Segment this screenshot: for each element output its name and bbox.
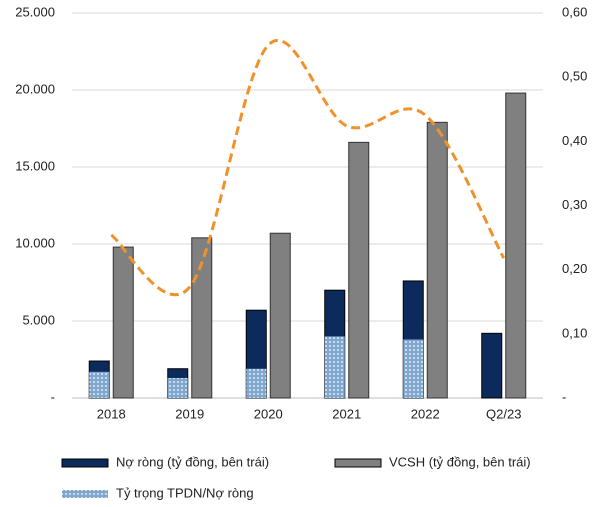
y-tick-label: 15.000 [15, 158, 55, 173]
bar [348, 141, 370, 399]
y2-tick-label: 0,30 [562, 197, 587, 212]
line [110, 39, 506, 297]
bar [505, 92, 527, 399]
bar [324, 336, 345, 398]
y-tick-label: 25.000 [15, 4, 55, 19]
x-tick-label: 2021 [332, 406, 361, 421]
y2-tick-label: 0,60 [562, 4, 587, 19]
y-tick-label: 10.000 [15, 235, 55, 250]
x-tick-label: Q2/23 [486, 406, 521, 421]
x-tick-label: 2019 [175, 406, 204, 421]
y-tick-label: 20.000 [15, 81, 55, 96]
legend-label: Nợ ròng (tỷ đồng, bên trái) [116, 454, 269, 469]
bar [481, 332, 503, 399]
bar [112, 246, 134, 399]
bar [269, 232, 291, 399]
legend-swatch [334, 458, 382, 468]
bar [426, 121, 448, 399]
y2-tick-label: 0,10 [562, 325, 587, 340]
x-tick-label: 2018 [97, 406, 126, 421]
y2-tick-label: 0,40 [562, 133, 587, 148]
y-tick-label: - [51, 389, 55, 404]
bar [246, 368, 267, 398]
legend-label: Tỷ trọng TPDN/Nợ ròng [116, 485, 254, 500]
y2-tick-label: 0,20 [562, 261, 587, 276]
legend-swatch [62, 490, 108, 498]
legend-label: VCSH (tỷ đồng, bên trái) [389, 454, 531, 469]
x-tick-label: 2020 [254, 406, 283, 421]
legend-swatch [61, 458, 109, 468]
bar [403, 339, 424, 398]
y-tick-label: 5.000 [22, 312, 55, 327]
bar [167, 377, 188, 398]
y2-tick-label: - [562, 389, 566, 404]
y2-tick-label: 0,50 [562, 69, 587, 84]
bar [89, 371, 110, 398]
x-tick-label: 2022 [411, 406, 440, 421]
